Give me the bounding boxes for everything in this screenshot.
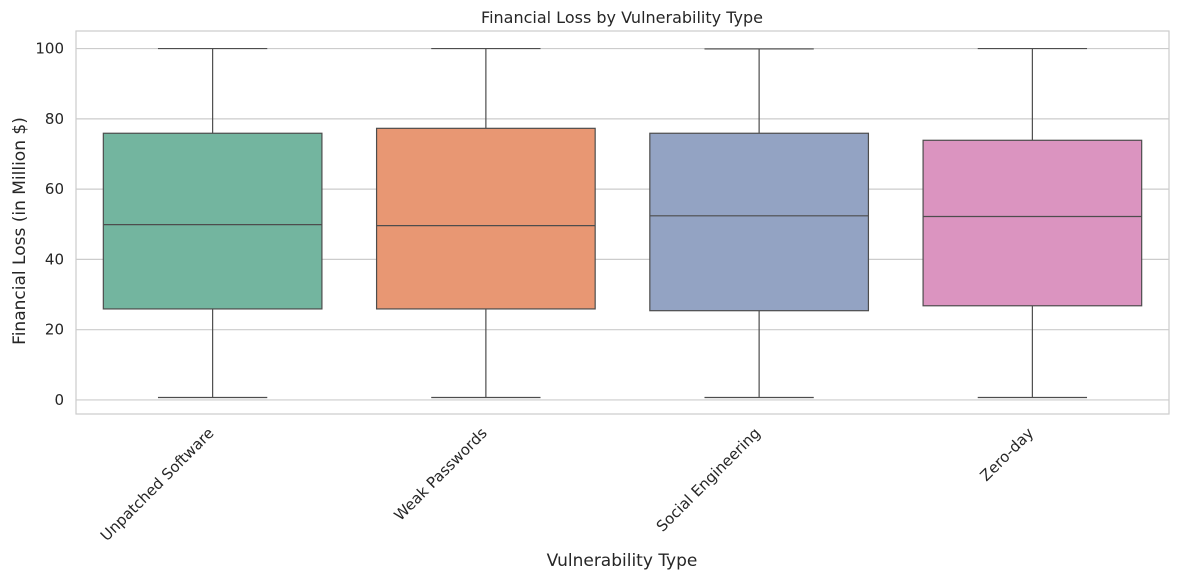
y-axis-label: Financial Loss (in Million $) <box>10 117 30 345</box>
box-group <box>375 47 596 399</box>
y-tick-label: 100 <box>35 40 64 58</box>
iqr-box <box>102 132 323 310</box>
x-tick-label: Weak Passwords <box>390 424 490 524</box>
x-tick-label: Social Engineering <box>653 424 764 535</box>
y-tick-label: 60 <box>45 180 64 198</box>
y-tick-label: 20 <box>45 321 64 339</box>
x-tick-labels: Unpatched Software Weak Passwords Social E… <box>97 424 1037 545</box>
x-tick-label: Zero-day <box>977 424 1038 485</box>
y-tick-label: 40 <box>45 250 64 268</box>
boxes-layer <box>102 47 1143 399</box>
chart-title: Financial Loss by Vulnerability Type <box>481 8 763 27</box>
iqr-box <box>922 139 1143 307</box>
iqr-box <box>649 132 870 312</box>
box-group <box>649 48 870 399</box>
y-tick-label: 80 <box>45 110 64 128</box>
y-tick-label: 0 <box>54 391 64 409</box>
iqr-box <box>375 127 596 310</box>
box-group <box>922 47 1143 399</box>
box-group <box>102 47 323 399</box>
x-axis-label: Vulnerability Type <box>547 551 698 571</box>
plot-frame <box>75 30 1170 415</box>
x-tick-label: Unpatched Software <box>97 424 218 545</box>
y-tick-labels: 0 20 40 60 80 100 <box>35 40 64 409</box>
